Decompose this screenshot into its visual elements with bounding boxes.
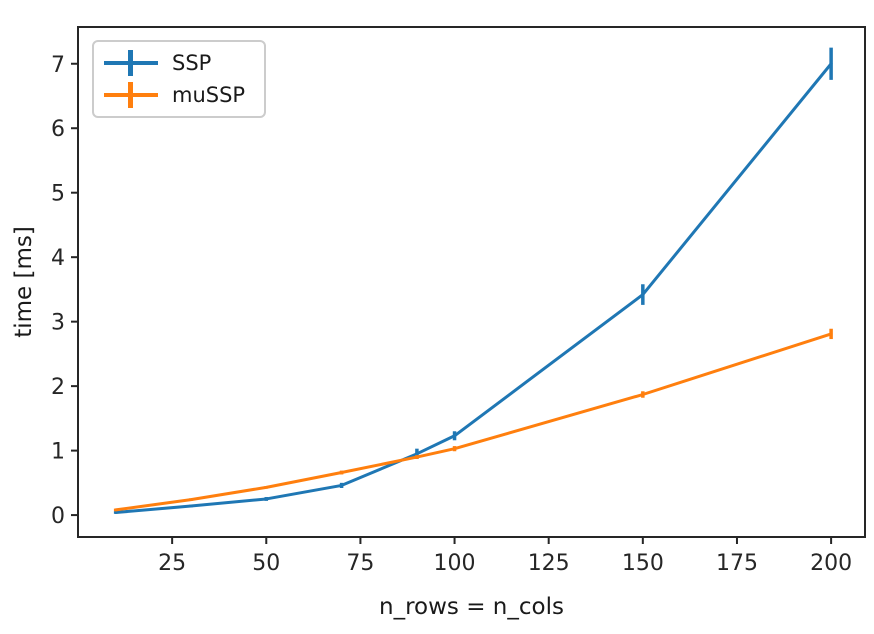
x-tick-label: 100 <box>434 551 476 576</box>
x-axis-label: n_rows = n_cols <box>379 594 564 620</box>
x-tick-label: 150 <box>622 551 664 576</box>
y-tick-label: 3 <box>51 311 65 336</box>
y-tick-label: 7 <box>51 53 65 78</box>
legend-entry-ssp: SSP <box>104 49 254 77</box>
y-tick-label: 2 <box>51 375 65 400</box>
series-line-mussp <box>114 332 833 512</box>
errorbar-swatch-icon <box>104 81 158 109</box>
x-tick-label: 25 <box>158 551 186 576</box>
x-tick-label: 75 <box>346 551 374 576</box>
legend-entry-mussp: muSSP <box>104 81 254 109</box>
x-tick-label: 50 <box>252 551 280 576</box>
legend: SSP muSSP <box>92 40 266 118</box>
series-line-ssp <box>114 62 833 514</box>
y-tick-label: 0 <box>51 504 65 529</box>
legend-label-ssp: SSP <box>172 50 212 75</box>
y-tick-label: 4 <box>51 246 65 271</box>
y-axis-label: time [ms] <box>11 226 37 338</box>
y-tick-label: 5 <box>51 182 65 207</box>
legend-label-mussp: muSSP <box>172 82 246 107</box>
x-tick-label: 200 <box>810 551 852 576</box>
x-tick-label: 125 <box>528 551 570 576</box>
y-tick-label: 1 <box>51 440 65 465</box>
x-tick-label: 175 <box>716 551 758 576</box>
errorbar-swatch-icon <box>104 49 158 77</box>
y-tick-label: 6 <box>51 117 65 142</box>
plot-border <box>77 26 866 538</box>
